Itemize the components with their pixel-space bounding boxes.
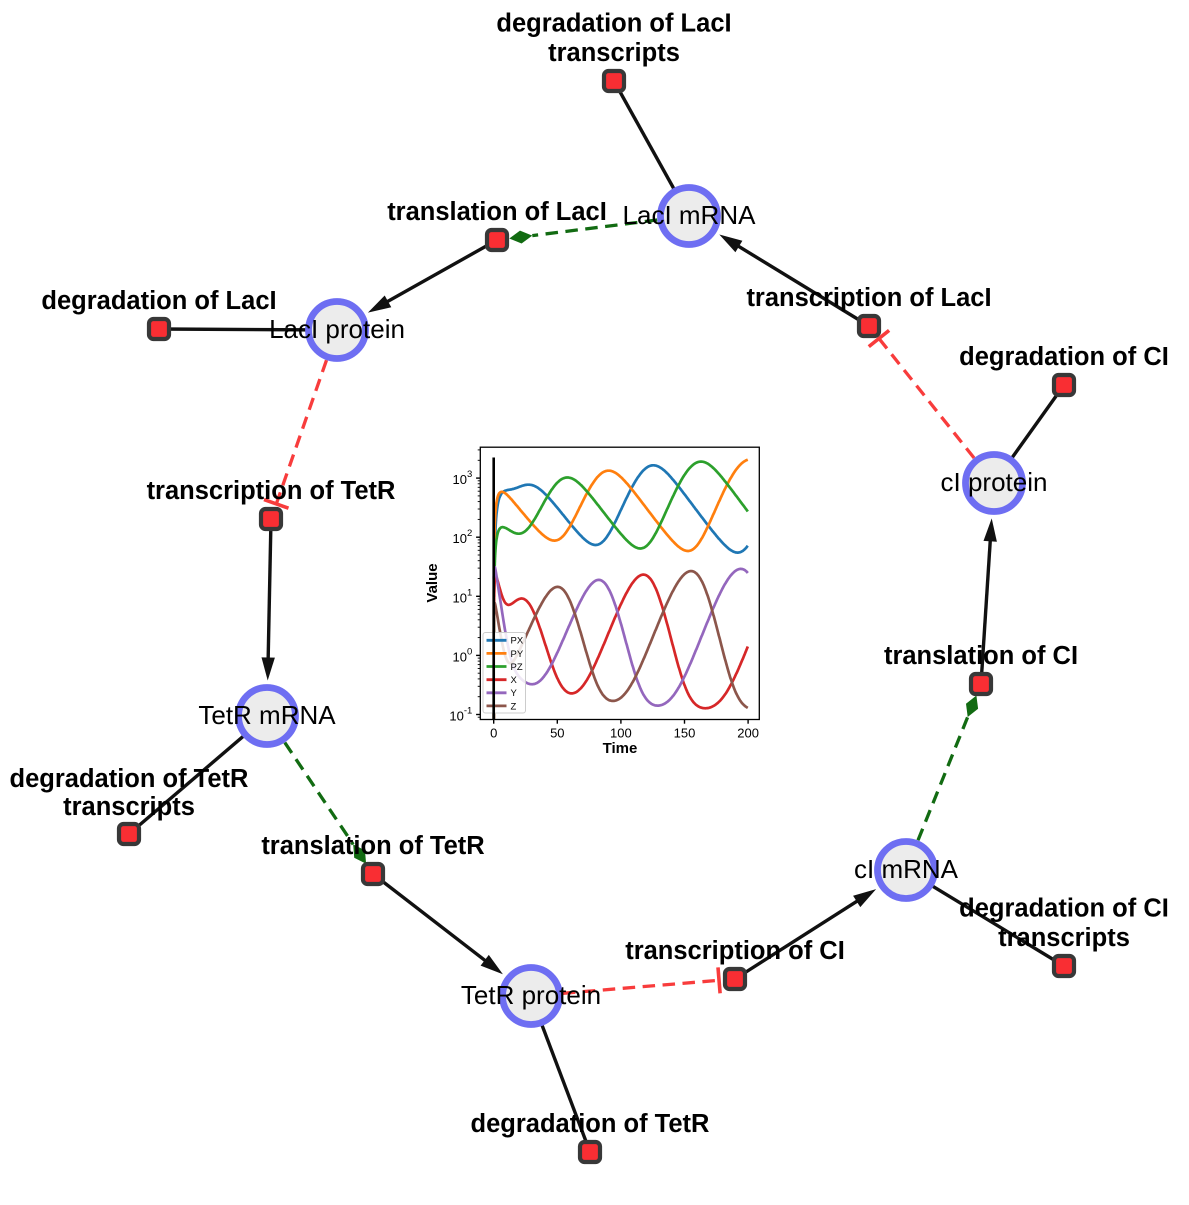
svg-text:degradation of CI: degradation of CI (959, 343, 1169, 371)
svg-text:50: 50 (550, 726, 564, 741)
svg-text:PY: PY (511, 649, 524, 660)
svg-text:degradation of TetR: degradation of TetR (10, 765, 249, 793)
svg-text:100: 100 (610, 726, 632, 741)
svg-text:LacI protein: LacI protein (269, 314, 405, 344)
svg-text:150: 150 (674, 726, 696, 741)
svg-text:translation of CI: translation of CI (884, 642, 1078, 670)
svg-text:transcripts: transcripts (63, 793, 195, 821)
svg-text:200: 200 (737, 726, 759, 741)
svg-text:transcripts: transcripts (548, 39, 680, 67)
svg-text:transcription of CI: transcription of CI (625, 937, 845, 965)
svg-text:transcription of LacI: transcription of LacI (746, 284, 991, 312)
svg-text:LacI mRNA: LacI mRNA (623, 200, 757, 230)
svg-text:transcripts: transcripts (998, 924, 1130, 952)
svg-text:Z: Z (511, 701, 517, 712)
svg-text:degradation of LacI: degradation of LacI (41, 287, 276, 315)
svg-text:X: X (511, 675, 518, 686)
svg-text:PZ: PZ (511, 662, 523, 673)
svg-text:degradation of LacI: degradation of LacI (496, 10, 731, 38)
svg-text:TetR protein: TetR protein (461, 980, 601, 1010)
svg-text:translation of TetR: translation of TetR (261, 832, 484, 860)
svg-text:degradation of TetR: degradation of TetR (471, 1110, 710, 1138)
svg-text:translation of LacI: translation of LacI (387, 198, 607, 226)
svg-text:degradation of CI: degradation of CI (959, 895, 1169, 923)
svg-text:Time: Time (603, 740, 638, 757)
svg-text:cI mRNA: cI mRNA (854, 854, 959, 884)
svg-text:PX: PX (511, 636, 524, 647)
svg-text:TetR mRNA: TetR mRNA (198, 700, 336, 730)
svg-text:0: 0 (490, 726, 497, 741)
svg-text:Y: Y (511, 688, 518, 699)
svg-text:cI protein: cI protein (941, 467, 1048, 497)
svg-text:Value: Value (424, 563, 441, 602)
svg-text:transcription of TetR: transcription of TetR (147, 477, 396, 505)
